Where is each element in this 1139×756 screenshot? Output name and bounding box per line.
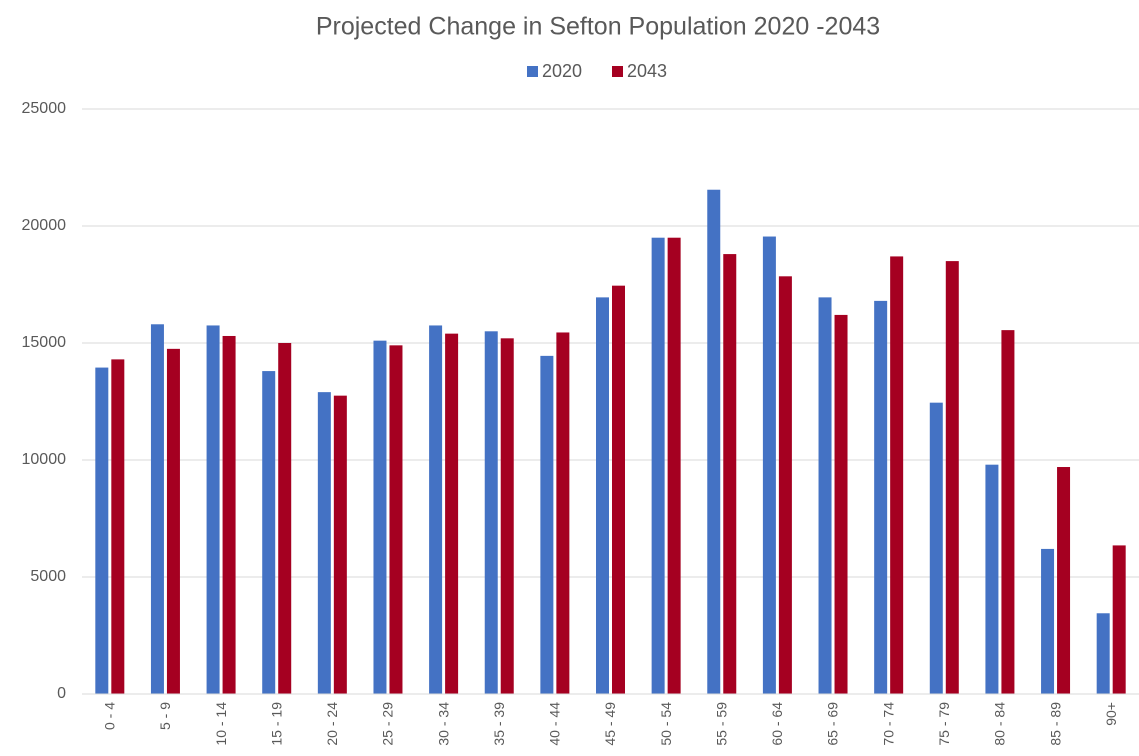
x-tick-label: 10 - 14 — [213, 702, 229, 746]
bar — [818, 297, 832, 694]
x-tick-label: 55 - 59 — [713, 702, 729, 746]
y-tick-label: 5000 — [30, 568, 66, 585]
bar — [222, 335, 236, 694]
bar — [1096, 613, 1110, 694]
x-tick-label: 5 - 9 — [157, 702, 173, 730]
x-tick-label: 85 - 89 — [1047, 702, 1063, 746]
bar — [556, 332, 570, 694]
bar — [651, 237, 665, 694]
x-tick-label: 90+ — [1103, 702, 1119, 726]
bar — [373, 340, 387, 694]
x-tick-label: 50 - 54 — [658, 702, 674, 746]
bar — [333, 395, 347, 694]
bar — [890, 256, 904, 694]
bar — [612, 285, 625, 694]
bar — [1112, 545, 1126, 694]
bar — [278, 343, 292, 694]
bar — [389, 345, 403, 694]
x-tick-label: 25 - 29 — [380, 702, 396, 746]
y-tick-label: 20000 — [22, 217, 67, 234]
bar — [500, 338, 514, 694]
y-tick-label: 15000 — [22, 334, 67, 351]
x-tick-label: 35 - 39 — [491, 702, 507, 746]
legend-swatch — [527, 66, 538, 77]
bar — [707, 189, 721, 695]
y-tick-label: 0 — [57, 685, 66, 702]
bar — [166, 348, 180, 694]
x-tick-label: 15 - 19 — [268, 702, 284, 746]
bar — [723, 254, 737, 694]
x-tick-label: 30 - 34 — [435, 702, 451, 746]
bar — [596, 297, 609, 694]
bar — [540, 355, 554, 694]
x-tick-label: 40 - 44 — [547, 702, 563, 746]
bar — [445, 333, 459, 694]
chart-title: Projected Change in Sefton Population 20… — [316, 13, 880, 41]
bar — [1001, 330, 1015, 694]
bar — [778, 276, 792, 694]
y-tick-label: 10000 — [22, 451, 67, 468]
y-tick-label: 25000 — [22, 100, 67, 117]
bar — [317, 392, 331, 694]
bar — [484, 331, 498, 694]
x-tick-label: 75 - 79 — [936, 702, 952, 746]
bar — [985, 464, 999, 694]
bar — [150, 324, 164, 694]
legend-label: 2043 — [627, 61, 667, 81]
x-tick-label: 80 - 84 — [992, 702, 1008, 746]
bar — [429, 325, 443, 694]
bar — [762, 236, 776, 694]
bar — [929, 402, 943, 694]
x-tick-label: 20 - 24 — [324, 702, 340, 746]
x-tick-label: 0 - 4 — [102, 702, 118, 730]
bar — [834, 314, 848, 694]
bar — [1041, 548, 1055, 694]
bar — [945, 261, 959, 694]
bar — [667, 237, 681, 694]
bar — [206, 325, 220, 694]
x-tick-label: 45 - 49 — [602, 702, 618, 746]
x-tick-label: 65 - 69 — [825, 702, 841, 746]
x-tick-label: 70 - 74 — [880, 702, 896, 746]
bar — [111, 359, 125, 694]
bar — [874, 300, 888, 694]
x-tick-label: 60 - 64 — [769, 702, 785, 746]
legend-label: 2020 — [542, 61, 582, 81]
legend-swatch — [612, 66, 623, 77]
bar — [262, 371, 276, 694]
bar — [95, 367, 109, 694]
bar — [1057, 467, 1071, 694]
